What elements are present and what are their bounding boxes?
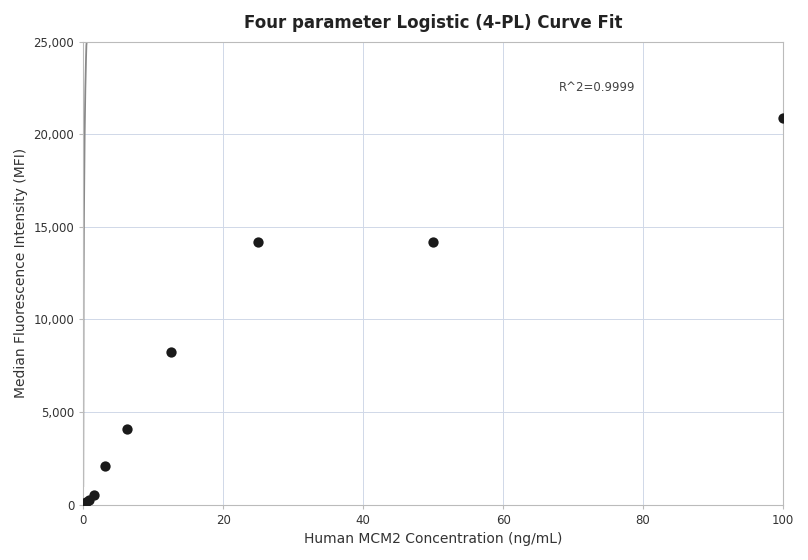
Point (88, 491, 101, 500)
Y-axis label: Median Fluorescence Intensity (MFI): Median Fluorescence Intensity (MFI) (14, 148, 28, 398)
Point (120, 424, 133, 433)
Point (79, 498, 92, 507)
Point (427, 237, 440, 246)
X-axis label: Human MCM2 Concentration (ng/mL): Human MCM2 Concentration (ng/mL) (304, 532, 562, 546)
Point (164, 347, 177, 356)
Point (82, 495, 95, 504)
Point (99, 461, 112, 470)
Title: Four parameter Logistic (4-PL) Curve Fit: Four parameter Logistic (4-PL) Curve Fit (244, 14, 622, 32)
Point (252, 237, 265, 246)
Point (776, 113, 789, 122)
Text: R^2=0.9999: R^2=0.9999 (559, 81, 636, 94)
